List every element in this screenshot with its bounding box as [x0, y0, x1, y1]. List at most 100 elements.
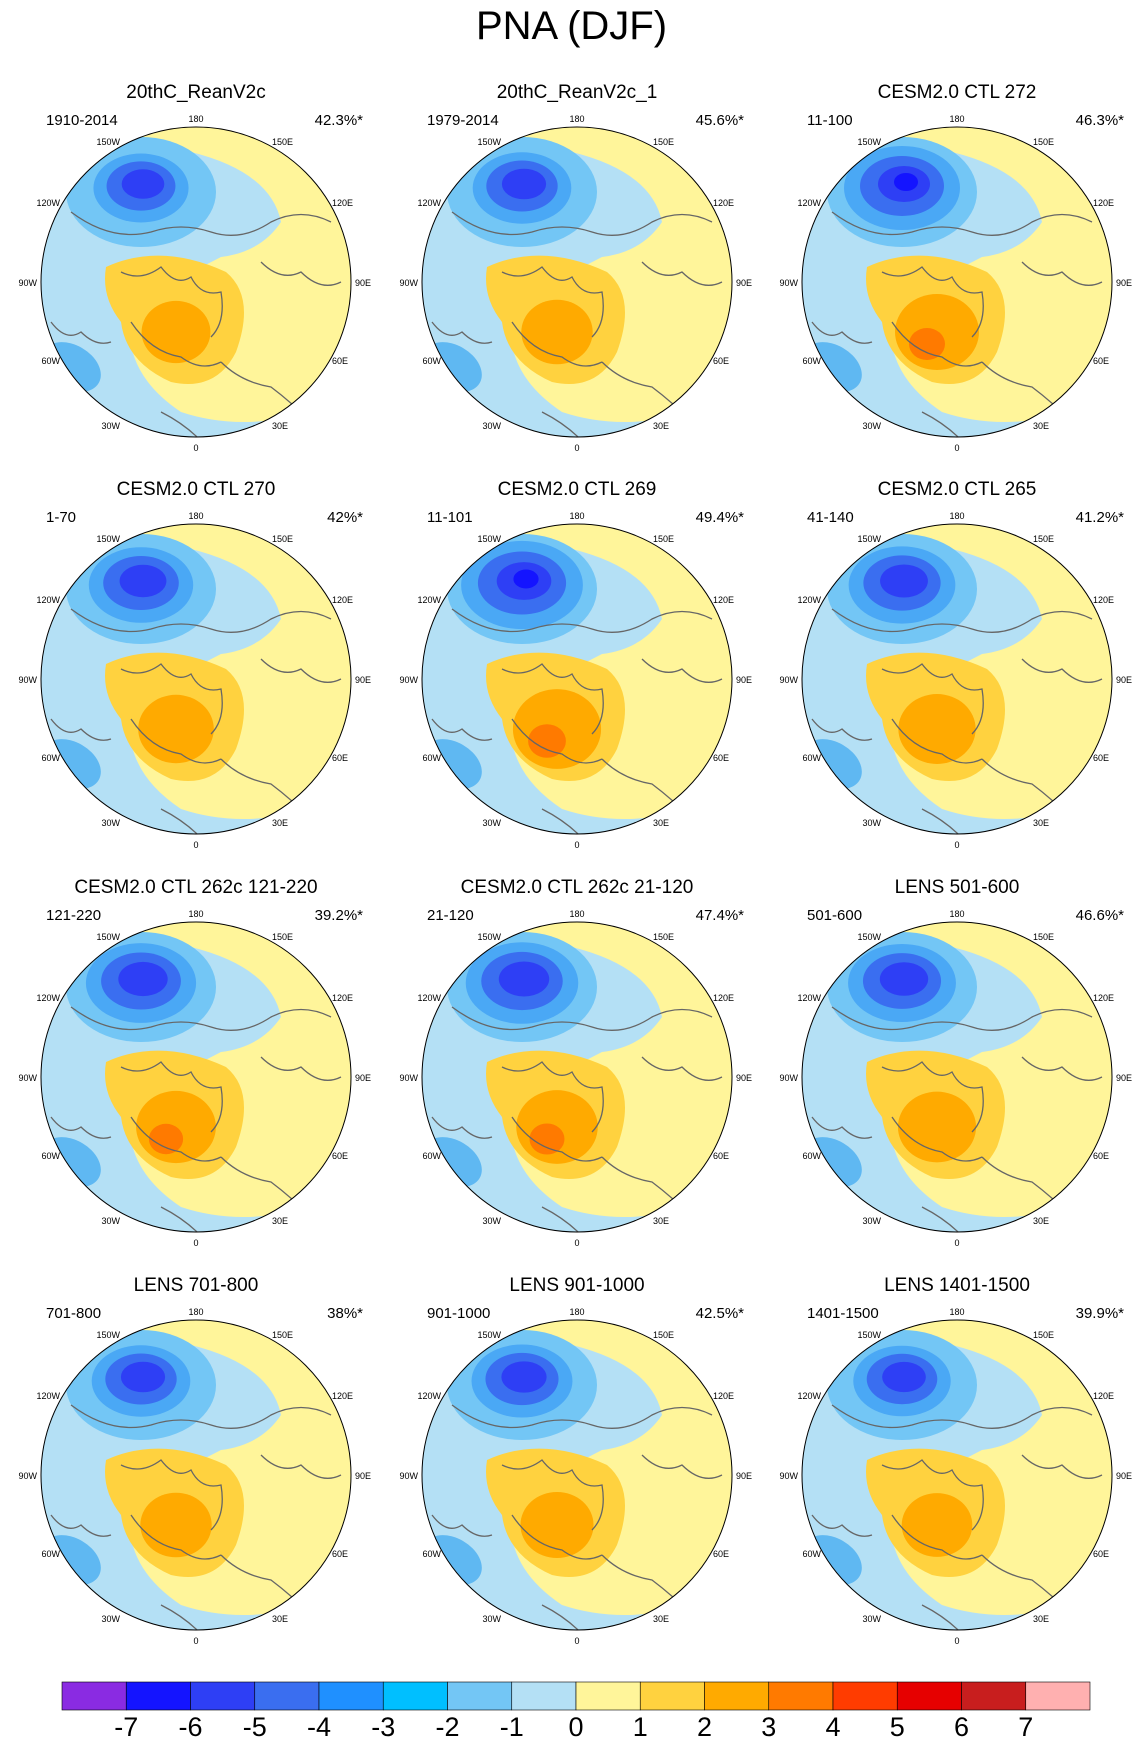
colorbar-swatch	[61, 1681, 127, 1711]
panel-title: LENS 901-1000	[509, 1275, 645, 1296]
longitude-label: 90W	[399, 1471, 418, 1481]
longitude-label: 90E	[355, 278, 371, 288]
longitude-label: 0	[193, 1636, 198, 1646]
longitude-label: 0	[574, 1238, 579, 1248]
longitude-label: 120E	[713, 1391, 734, 1401]
colorbar-swatch	[768, 1681, 834, 1711]
colorbar-swatch	[447, 1681, 513, 1711]
longitude-label: 30W	[862, 421, 881, 431]
panel-variance-percent: 38%*	[327, 1305, 363, 1322]
colorbar-label: -7	[114, 1712, 138, 1738]
colorbar-swatch	[961, 1681, 1027, 1711]
longitude-label: 120E	[332, 1391, 353, 1401]
longitude-label: 90W	[779, 1073, 798, 1083]
colorbar-label: 6	[954, 1712, 969, 1738]
polar-map: 180 0 90W 90E 150W 150E 120W 120E 60W 60E 30W 30E	[779, 1307, 1132, 1646]
longitude-label: 60W	[422, 1151, 441, 1161]
longitude-label: 90E	[736, 278, 752, 288]
longitude-label: 180	[949, 114, 964, 124]
colorbar-swatch	[382, 1681, 448, 1711]
longitude-label: 30E	[653, 818, 669, 828]
polar-map: 180 0 90W 90E 150W 150E 120W 120E 60W 60E 30W 30E	[18, 511, 371, 850]
longitude-label: 0	[193, 443, 198, 453]
longitude-label: 30W	[101, 1216, 120, 1226]
longitude-label: 180	[949, 1307, 964, 1317]
longitude-label: 150W	[857, 137, 881, 147]
longitude-label: 150E	[272, 534, 293, 544]
longitude-label: 30E	[1033, 421, 1049, 431]
longitude-label: 0	[193, 1238, 198, 1248]
colorbar-label: 0	[568, 1712, 583, 1738]
longitude-label: 30E	[1033, 1216, 1049, 1226]
longitude-label: 180	[569, 114, 584, 124]
longitude-label: 90E	[355, 1073, 371, 1083]
panel-title: LENS 701-800	[133, 1275, 259, 1296]
longitude-label: 30E	[272, 421, 288, 431]
longitude-label: 90E	[355, 675, 371, 685]
longitude-label: 120W	[36, 993, 60, 1003]
longitude-label: 150E	[272, 1330, 293, 1340]
longitude-label: 30W	[862, 818, 881, 828]
longitude-label: 90E	[1116, 675, 1132, 685]
longitude-label: 150W	[477, 932, 501, 942]
longitude-label: 30W	[101, 1614, 120, 1624]
longitude-label: 60E	[332, 1549, 348, 1559]
longitude-label: 30E	[272, 1614, 288, 1624]
panel-variance-percent: 42.5%*	[695, 1305, 744, 1322]
longitude-label: 90E	[1116, 1073, 1132, 1083]
longitude-label: 60E	[713, 356, 729, 366]
longitude-label: 120W	[36, 595, 60, 605]
longitude-label: 60E	[332, 356, 348, 366]
longitude-label: 90E	[1116, 1471, 1132, 1481]
panel-title: 20thC_ReanV2c_1	[496, 82, 658, 103]
colorbar-label: 4	[825, 1712, 840, 1738]
longitude-label: 60W	[41, 356, 60, 366]
longitude-label: 0	[954, 1238, 959, 1248]
longitude-label: 150W	[96, 137, 120, 147]
longitude-label: 90E	[736, 1073, 752, 1083]
colorbar-label: -1	[500, 1712, 524, 1738]
panel-variance-percent: 39.9%*	[1075, 1305, 1124, 1322]
colorbar-swatch	[318, 1681, 384, 1711]
longitude-label: 30W	[862, 1614, 881, 1624]
longitude-label: 60E	[332, 1151, 348, 1161]
longitude-label: 30E	[1033, 1614, 1049, 1624]
panel-variance-percent: 45.6%*	[695, 112, 744, 129]
panel-title: CESM2.0 CTL 262c 21-120	[460, 877, 694, 898]
longitude-label: 0	[574, 443, 579, 453]
longitude-label: 60W	[802, 1549, 821, 1559]
map-panel: 20thC_ReanV2c_1 1979-2014 45.6%* 180 0 90W 90E…	[392, 82, 762, 477]
panel-period: 41-140	[807, 509, 854, 526]
colorbar-swatch	[575, 1681, 641, 1711]
colorbar: -7 -6 -5 -4 -3 -2 -1 0 1 2 3 4 5 6 7	[61, 1681, 1091, 1738]
longitude-label: 60E	[713, 1151, 729, 1161]
longitude-label: 90W	[779, 675, 798, 685]
longitude-label: 120W	[417, 1391, 441, 1401]
panel-period: 1979-2014	[427, 112, 499, 129]
longitude-label: 60W	[41, 753, 60, 763]
longitude-label: 30E	[1033, 818, 1049, 828]
longitude-label: 180	[569, 1307, 584, 1317]
longitude-label: 120E	[1093, 198, 1114, 208]
longitude-label: 60W	[422, 753, 441, 763]
map-panel: CESM2.0 CTL 262c 21-120 21-120 47.4%* 180 0 9…	[392, 877, 762, 1272]
colorbar-swatch	[896, 1681, 962, 1711]
polar-map: 180 0 90W 90E 150W 150E 120W 120E 60W 60E 30W 30E	[18, 1307, 371, 1646]
panel-period: 11-100	[807, 112, 853, 129]
longitude-label: 150E	[653, 137, 674, 147]
longitude-label: 0	[193, 840, 198, 850]
panel-variance-percent: 47.4%*	[695, 907, 744, 924]
longitude-label: 150W	[477, 137, 501, 147]
panel-period: 901-1000	[427, 1305, 491, 1322]
longitude-label: 90E	[355, 1471, 371, 1481]
longitude-label: 180	[949, 909, 964, 919]
longitude-label: 90E	[736, 1471, 752, 1481]
longitude-label: 120W	[797, 1391, 821, 1401]
panel-title: LENS 1401-1500	[884, 1275, 1030, 1296]
longitude-label: 150W	[96, 534, 120, 544]
panel-period: 501-600	[807, 907, 863, 924]
longitude-label: 150E	[1033, 1330, 1054, 1340]
longitude-label: 60E	[1093, 1549, 1109, 1559]
colorbar-label: 5	[890, 1712, 905, 1738]
longitude-label: 30W	[482, 1614, 501, 1624]
